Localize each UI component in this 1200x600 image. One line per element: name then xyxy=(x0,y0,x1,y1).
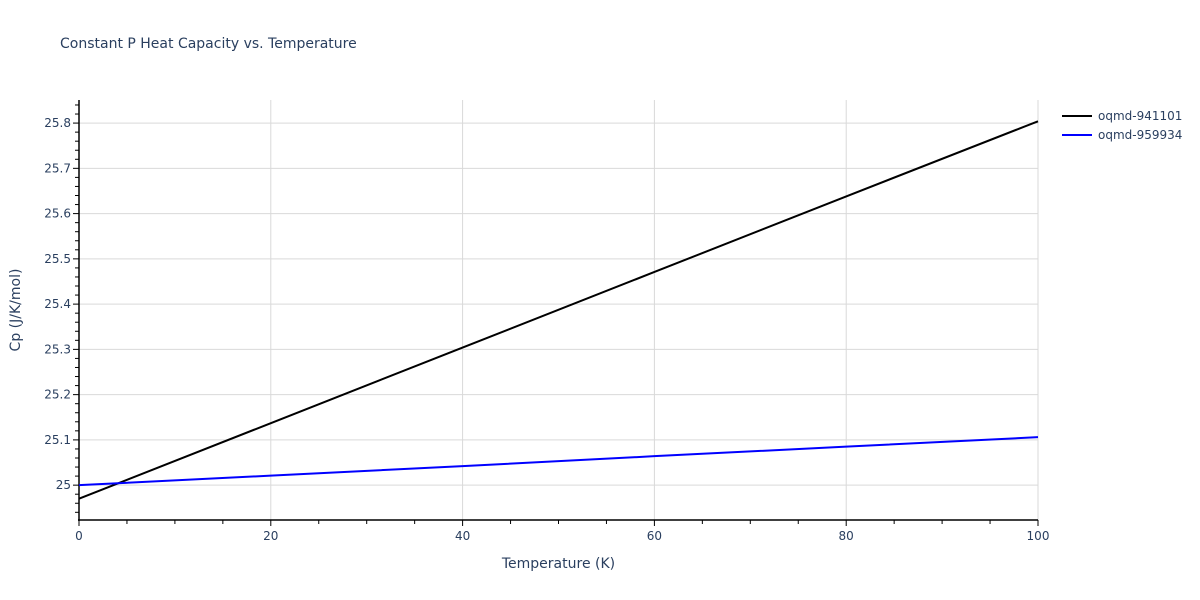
y-tick-label: 25.1 xyxy=(44,433,71,447)
y-tick-label: 25 xyxy=(56,478,71,492)
y-tick-label: 25.8 xyxy=(44,116,71,130)
x-tick-label: 60 xyxy=(647,529,662,543)
legend-label: oqmd-959934 xyxy=(1098,127,1183,142)
legend-label: oqmd-941101 xyxy=(1098,108,1183,123)
legend-item-oqmd-959934[interactable]: oqmd-959934 xyxy=(1062,125,1182,144)
x-tick-label: 100 xyxy=(1027,529,1050,543)
chart-title: Constant P Heat Capacity vs. Temperature xyxy=(60,36,357,52)
x-axis-title: Temperature (K) xyxy=(501,556,615,572)
x-tick-label: 20 xyxy=(263,529,278,543)
legend-item-oqmd-941101[interactable]: oqmd-941101 xyxy=(1062,106,1182,125)
x-tick-label: 80 xyxy=(839,529,854,543)
y-tick-label: 25.5 xyxy=(44,252,71,266)
series-line-oqmd-959934[interactable] xyxy=(78,436,1039,487)
y-tick-label: 25.6 xyxy=(44,207,71,221)
legend: oqmd-941101 oqmd-959934 xyxy=(1062,106,1182,144)
x-tick-label: 0 xyxy=(75,529,83,543)
y-tick-label: 25.2 xyxy=(44,388,71,402)
y-tick-label: 25.7 xyxy=(44,161,71,175)
y-tick-label: 25.3 xyxy=(44,342,71,356)
x-tick-label: 40 xyxy=(455,529,470,543)
series-line-oqmd-941101[interactable] xyxy=(78,120,1039,500)
legend-line-icon xyxy=(1062,114,1092,117)
y-axis-title: Cp (J/K/mol) xyxy=(8,269,24,352)
y-tick-label: 25.4 xyxy=(44,297,71,311)
legend-line-icon xyxy=(1062,133,1092,136)
